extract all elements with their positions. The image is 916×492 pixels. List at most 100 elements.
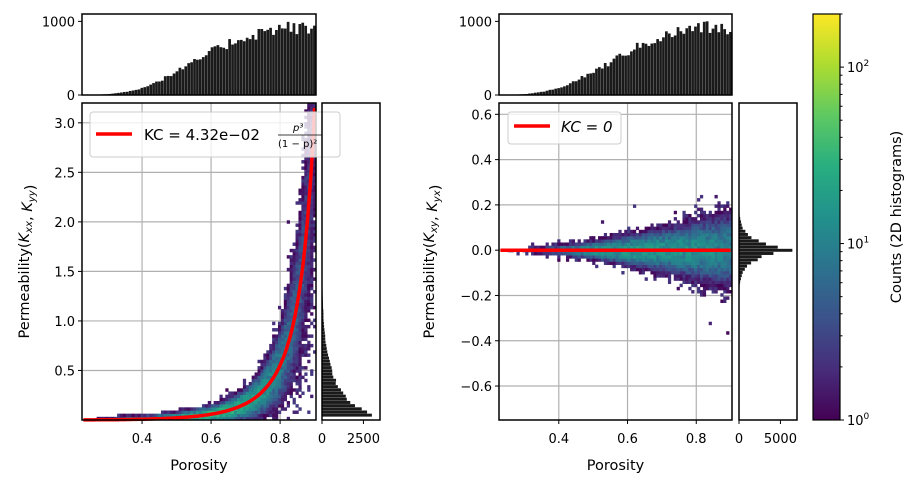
histogram-bar [586,74,589,95]
heatmap-cell [293,287,296,290]
heatmap-cell [726,204,729,207]
heatmap-cell [176,410,179,413]
heatmap-cell [677,252,680,255]
x-tick-label: 0.4 [548,432,569,447]
heatmap-cell [712,220,715,223]
heatmap-cell [557,252,560,255]
heatmap-cell [700,195,703,198]
heatmap-cell [293,363,296,366]
heatmap-cell [304,271,307,274]
histogram-bar [618,54,621,95]
heatmap-cell [222,398,225,401]
heatmap-cell [557,242,560,245]
histogram-bar [252,35,255,95]
heatmap-cell [662,233,665,236]
histogram-bar [222,48,225,95]
heatmap-cell [703,255,706,258]
heatmap-cell [712,217,715,220]
heatmap-cell [234,398,237,401]
heatmap-cell [281,391,284,394]
heatmap-cell [726,284,729,287]
heatmap-cell [720,252,723,255]
heatmap-cell [712,268,715,271]
heatmap-cell [296,223,299,226]
heatmap-cell [298,258,301,261]
heatmap-cell [726,255,729,258]
heatmap-cell [293,281,296,284]
heatmap-cell [715,258,718,261]
heatmap-cell [304,287,307,290]
histogram-bar [688,26,691,95]
histogram-bar [616,55,619,95]
y-axis-label: Permeability(Kxy, Kyx) [422,185,444,339]
heatmap-cell [709,271,712,274]
heatmap-cell [296,271,299,274]
heatmap-cell [301,217,304,220]
heatmap-cell [290,312,293,315]
heatmap-cell [287,325,290,328]
heatmap-cell [275,341,278,344]
y-tick-label: −0.4 [460,335,492,350]
heatmap-cell [237,401,240,404]
heatmap-cell [706,236,709,239]
heatmap-cell [260,372,263,375]
heatmap-cell [717,211,720,214]
heatmap-cell [586,252,589,255]
histogram-bar [659,41,662,95]
heatmap-cell [181,410,184,413]
heatmap-cell [662,230,665,233]
heatmap-cell [243,385,246,388]
heatmap-cell [293,252,296,255]
heatmap-cell [595,252,598,255]
heatmap-cell [290,287,293,290]
heatmap-cell [278,404,281,407]
heatmap-cell [630,252,633,255]
heatmap-cell [616,239,619,242]
heatmap-cell [290,353,293,356]
heatmap-cell [296,410,299,413]
heatmap-cell [694,223,697,226]
histogram-bar [621,56,624,95]
heatmap-cell [231,398,234,401]
heatmap-cell [301,220,304,223]
heatmap-cell [296,239,299,242]
heatmap-cell [275,401,278,404]
heatmap-cell [193,410,196,413]
heatmap-cell [700,252,703,255]
histogram-bar [560,87,563,95]
heatmap-cell [691,271,694,274]
heatmap-cell [263,398,266,401]
heatmap-cell [275,360,278,363]
heatmap-cell [228,391,231,394]
heatmap-cell [272,350,275,353]
heatmap-cell [700,239,703,242]
histogram-bar [685,28,688,95]
heatmap-cell [290,290,293,293]
heatmap-cell [682,281,685,284]
heatmap-cell [290,344,293,347]
heatmap-cell [703,258,706,261]
heatmap-cell [307,293,310,296]
heatmap-cell [677,262,680,265]
heatmap-cell [627,242,630,245]
heatmap-cell [301,334,304,337]
heatmap-cell [275,357,278,360]
heatmap-cell [228,414,231,417]
histogram-bar [589,73,592,95]
heatmap-cell [281,334,284,337]
heatmap-cell [557,258,560,261]
heatmap-cell [263,353,266,356]
heatmap-cell [287,306,290,309]
heatmap-cell [712,214,715,217]
heatmap-cell [720,242,723,245]
heatmap-cell [685,233,688,236]
heatmap-cell [633,239,636,242]
histogram-bar [569,83,572,95]
heatmap-cell [715,211,718,214]
heatmap-cell [610,233,613,236]
heatmap-cell [310,262,313,265]
heatmap-cell [712,230,715,233]
heatmap-cell [694,217,697,220]
heatmap-cell [633,204,636,207]
heatmap-cell [697,230,700,233]
